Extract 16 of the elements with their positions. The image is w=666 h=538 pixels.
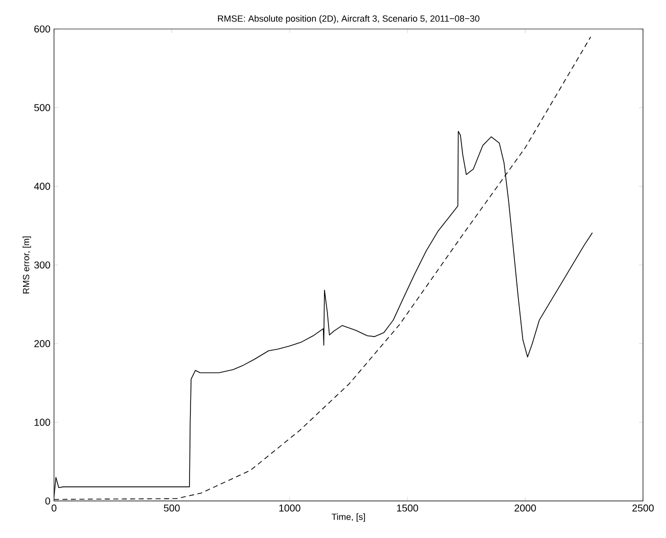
y-tick-label: 200 bbox=[34, 340, 50, 348]
y-tick-label: 300 bbox=[34, 261, 50, 269]
y-tick-label: 500 bbox=[34, 104, 50, 112]
chart-title: RMSE: Absolute position (2D), Aircraft 3, Scenario 5, 2011−08−30 bbox=[218, 15, 480, 24]
y-tick-label: 100 bbox=[34, 418, 50, 426]
x-tick-label: 1000 bbox=[279, 504, 300, 512]
y-tick-label: 400 bbox=[34, 182, 50, 190]
x-tick-label: 1500 bbox=[397, 504, 418, 512]
x-tick-label: 500 bbox=[164, 504, 180, 512]
x-tick-label: 2500 bbox=[632, 504, 654, 512]
x-axis-title: Time, [s] bbox=[332, 513, 365, 522]
y-axis-title: RMS error, [m] bbox=[22, 236, 32, 294]
x-tick-label: 2000 bbox=[514, 504, 536, 512]
y-tick-label: 0 bbox=[45, 497, 50, 505]
y-tick-label: 600 bbox=[34, 25, 50, 33]
x-tick-label: 0 bbox=[52, 504, 56, 512]
